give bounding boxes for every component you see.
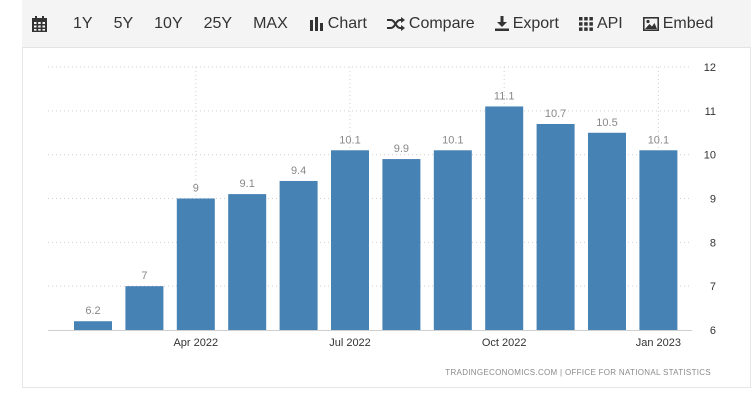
- data-label: 7: [141, 270, 147, 282]
- bar[interactable]: [433, 150, 472, 330]
- range-25y-button[interactable]: 25Y: [203, 14, 233, 32]
- data-labels: 6.2 7 9 9.1 9.4 10.1 9.9 10.1 11.1 10.7 10.5 10.1: [85, 90, 669, 317]
- chart-type-label: Chart: [327, 14, 367, 32]
- data-label: 9.1: [240, 178, 255, 190]
- data-label: 9.4: [291, 165, 306, 177]
- data-label: 10.7: [545, 108, 566, 120]
- bar-chart-icon: [309, 16, 323, 31]
- download-icon: [494, 16, 509, 31]
- api-label: API: [596, 14, 623, 32]
- data-label: 10.1: [339, 134, 360, 146]
- source-credit: TRADINGECONOMICS.COM | OFFICE FOR NATION…: [445, 368, 711, 377]
- x-tick-label: Jul 2022: [329, 337, 371, 349]
- embed-label: Embed: [662, 14, 714, 32]
- range-5y-button[interactable]: 5Y: [113, 14, 134, 32]
- shuffle-icon: [386, 16, 405, 31]
- bar[interactable]: [125, 286, 164, 330]
- y-tick-label: 6: [710, 325, 716, 337]
- bar[interactable]: [588, 132, 626, 330]
- y-axis: 6 7 8 9 10 11 12: [704, 62, 716, 337]
- x-tick-label: Apr 2022: [173, 337, 218, 349]
- y-tick-label: 8: [710, 237, 716, 249]
- data-label: 9: [193, 183, 199, 195]
- y-tick-label: 9: [710, 194, 716, 206]
- bar[interactable]: [228, 194, 267, 330]
- compare-label: Compare: [408, 14, 475, 32]
- bar[interactable]: [331, 150, 369, 330]
- x-axis: Apr 2022 Jul 2022 Oct 2022 Jan 2023: [48, 330, 692, 349]
- x-tick-label: Oct 2022: [482, 337, 527, 349]
- bar-series: [74, 106, 678, 331]
- chart-toolbar: 1Y 5Y 10Y 25Y MAX Chart Compare Export: [22, 0, 751, 48]
- chart-frame: [22, 0, 751, 388]
- export-label: Export: [512, 14, 559, 32]
- bar[interactable]: [639, 150, 678, 330]
- image-icon: [642, 16, 659, 31]
- data-label: 10.1: [648, 134, 669, 146]
- data-label: 10.5: [596, 117, 617, 129]
- x-tick-label: Jan 2023: [636, 337, 681, 349]
- data-label: 6.2: [85, 305, 100, 317]
- bar[interactable]: [74, 321, 112, 330]
- data-label: 10.1: [442, 134, 463, 146]
- y-tick-label: 12: [704, 62, 716, 74]
- data-label: 9.9: [394, 143, 409, 155]
- y-tick-label: 7: [710, 281, 716, 293]
- embed-button[interactable]: Embed: [642, 14, 714, 33]
- chart-type-button[interactable]: Chart: [309, 14, 367, 33]
- compare-button[interactable]: Compare: [386, 14, 475, 33]
- data-label: 11.1: [494, 90, 515, 102]
- export-button[interactable]: Export: [494, 14, 559, 33]
- calendar-icon[interactable]: [32, 15, 47, 32]
- y-tick-label: 11: [705, 106, 716, 118]
- bar[interactable]: [536, 123, 575, 330]
- bar[interactable]: [485, 106, 524, 330]
- bar[interactable]: [176, 198, 215, 331]
- range-10y-button[interactable]: 10Y: [154, 14, 183, 32]
- bar[interactable]: [279, 180, 318, 330]
- y-tick-label: 10: [704, 150, 716, 162]
- grid-icon: [578, 16, 593, 31]
- range-max-button[interactable]: MAX: [253, 14, 288, 32]
- api-button[interactable]: API: [578, 14, 623, 33]
- bar[interactable]: [382, 159, 421, 330]
- range-1y-button[interactable]: 1Y: [73, 14, 93, 32]
- gridlines: [48, 66, 692, 330]
